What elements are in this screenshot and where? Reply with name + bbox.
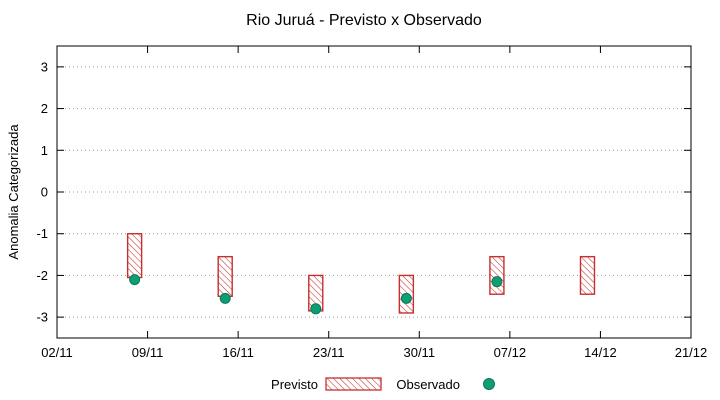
x-tick-label: 23/11 — [313, 345, 345, 360]
plot-layer: 02/11 09/11 16/11 23/11 30/11 07/12 14/12 21/12… — [36, 45, 708, 391]
y-tick-label: 3 — [41, 59, 48, 74]
y-tick-label: -2 — [36, 268, 48, 283]
x-tick-label: 16/11 — [222, 345, 254, 360]
x-tick-label: 09/11 — [132, 345, 164, 360]
previsto-range-bar — [217, 255, 233, 297]
y-tick-label: 1 — [41, 143, 48, 158]
observado-point — [491, 276, 503, 288]
x-tick-label: 30/11 — [403, 345, 435, 360]
y-tick-label: 2 — [41, 101, 48, 116]
previsto-range-bar — [126, 233, 143, 279]
legend-observado-label: Observado — [396, 377, 460, 392]
y-axis-label: Anomalia Categorizada — [6, 124, 21, 260]
observado-point — [310, 303, 322, 315]
legend-observado-marker — [483, 378, 495, 390]
previsto-range-bar — [579, 255, 596, 295]
observado-point — [400, 292, 412, 304]
observado-point — [129, 274, 141, 286]
x-tick-label: 02/11 — [41, 345, 73, 360]
y-tick-label: -3 — [36, 310, 48, 325]
x-tick-label: 07/12 — [494, 345, 527, 360]
x-tick-label: 21/12 — [675, 345, 708, 360]
legend-previsto-swatch — [325, 377, 382, 391]
legend-previsto-label: Previsto — [271, 377, 318, 392]
previsto-range-bar — [489, 255, 505, 295]
chart-title: Rio Juruá - Previsto x Observado — [246, 12, 482, 29]
y-tick-label: 0 — [41, 185, 48, 200]
observado-point — [219, 292, 231, 304]
x-tick-label: 14/12 — [584, 345, 617, 360]
y-tick-label: -1 — [36, 226, 48, 241]
